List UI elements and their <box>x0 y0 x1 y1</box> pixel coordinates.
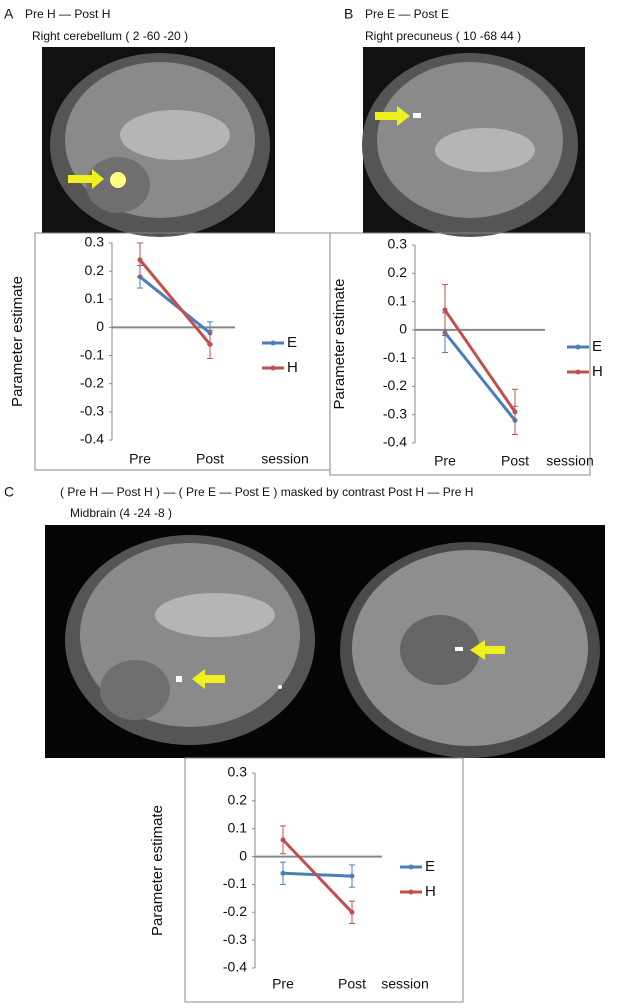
series-line <box>139 275 211 335</box>
y-tick-label: 0.2 <box>388 264 408 280</box>
brain-image <box>45 525 605 758</box>
x-tick-label: Post <box>338 976 366 992</box>
series-line <box>138 258 212 346</box>
legend-marker <box>575 369 581 375</box>
legend-marker <box>408 889 414 895</box>
y-tick-label: 0.2 <box>228 792 248 808</box>
legend-marker <box>270 340 276 346</box>
chart-frame <box>184 757 464 1003</box>
panel-title: Pre E — Post E <box>365 7 449 21</box>
y-tick-label: 0.1 <box>85 290 105 306</box>
legend-label: E <box>592 338 602 355</box>
y-tick-label: -0.1 <box>223 875 247 891</box>
x-tick-label: Post <box>196 451 224 467</box>
y-tick-label: -0.4 <box>80 431 104 447</box>
panel-title: Pre H — Post H <box>25 7 110 21</box>
legend-marker <box>270 365 276 371</box>
y-tick-label: -0.4 <box>223 959 247 975</box>
x-tick-label: Post <box>501 453 529 469</box>
point <box>137 257 143 263</box>
point <box>349 873 355 879</box>
point <box>349 909 355 915</box>
y-tick-label: -0.2 <box>80 374 104 390</box>
point <box>442 307 448 313</box>
y-tick-label: 0 <box>399 321 407 337</box>
y-tick-label: 0.1 <box>228 819 248 835</box>
y-tick-label: 0.3 <box>228 764 248 780</box>
point <box>280 837 286 843</box>
x-axis-label: session <box>261 451 308 467</box>
panel-title: ( Pre H — Post H ) — ( Pre E — Post E ) … <box>60 485 473 499</box>
y-tick-label: -0.2 <box>223 903 247 919</box>
chart-frame <box>329 232 591 476</box>
y-tick-label: -0.1 <box>80 346 104 362</box>
y-tick-label: 0.1 <box>388 292 408 308</box>
point <box>207 341 213 347</box>
y-axis-label: Parameter estimate <box>9 276 26 407</box>
x-axis-label: session <box>546 453 593 469</box>
panel-label: B <box>344 6 353 22</box>
brain-image <box>362 47 585 237</box>
x-axis-label: session <box>381 976 428 992</box>
legend-label: E <box>287 334 297 351</box>
legend-marker <box>408 864 414 870</box>
legend-label: H <box>287 359 298 376</box>
y-tick-label: -0.3 <box>383 405 407 421</box>
y-tick-label: 0.3 <box>388 236 408 252</box>
y-tick-label: 0 <box>96 318 104 334</box>
y-tick-label: 0 <box>239 847 247 863</box>
point <box>280 870 286 876</box>
panel-label: C <box>4 484 14 500</box>
panel-subtitle: Right precuneus ( 10 -68 44 ) <box>365 29 521 43</box>
y-axis-label: Parameter estimate <box>149 805 166 936</box>
x-tick-label: Pre <box>434 453 456 469</box>
y-axis-label: Parameter estimate <box>331 279 348 410</box>
y-tick-label: -0.2 <box>383 377 407 393</box>
legend-label: H <box>425 883 436 900</box>
y-tick-label: -0.1 <box>383 349 407 365</box>
panel-subtitle: Midbrain (4 -24 -8 ) <box>70 506 172 520</box>
x-tick-label: Pre <box>129 451 151 467</box>
y-tick-label: 0.2 <box>85 262 105 278</box>
brain-image <box>42 47 275 237</box>
panel-label: A <box>4 6 14 22</box>
y-tick-label: -0.3 <box>80 403 104 419</box>
series-line <box>443 331 517 422</box>
series-line <box>443 309 517 413</box>
y-tick-label: 0.3 <box>85 234 105 250</box>
y-tick-label: -0.3 <box>223 931 247 947</box>
series-line <box>281 838 354 914</box>
legend-label: H <box>592 363 603 380</box>
legend-marker <box>575 344 581 350</box>
y-tick-label: -0.4 <box>383 434 407 450</box>
legend-label: E <box>425 858 435 875</box>
point <box>512 409 518 415</box>
x-tick-label: Pre <box>272 976 294 992</box>
panel-subtitle: Right cerebellum ( 2 -60 -20 ) <box>32 29 188 43</box>
